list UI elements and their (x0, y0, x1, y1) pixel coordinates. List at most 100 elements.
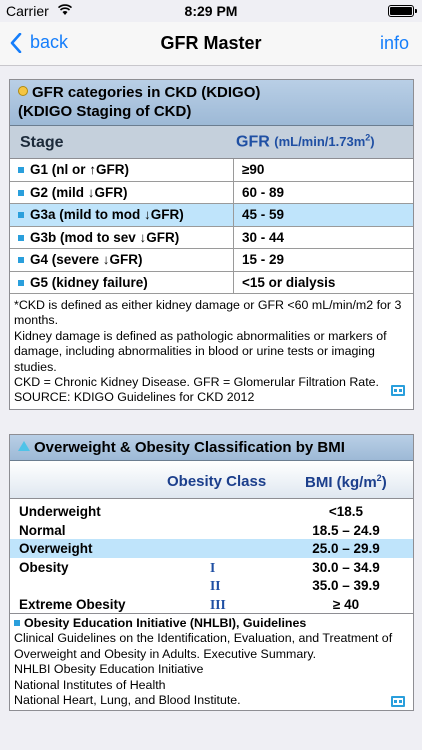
ckd-footnote: *CKD is defined as either kidney damage … (10, 294, 413, 404)
stage-column-label: Stage (20, 134, 64, 151)
gfr-value: 45 - 59 (242, 207, 285, 222)
class-roman: I (210, 559, 216, 575)
obesity-class-column-label: Obesity Class (167, 473, 267, 490)
table-row[interactable]: G3b (mod to sev ↓GFR) 30 - 44 (10, 226, 413, 249)
footnote-line: National Institutes of Health (14, 677, 166, 692)
footnote-heading-text: Obesity Education Initiative (NHLBI), Gu… (24, 616, 307, 630)
chevron-left-icon (10, 32, 22, 53)
bmi-value: 25.0 – 29.9 (312, 541, 380, 556)
page-title: GFR Master (160, 33, 262, 53)
triangle-icon (18, 441, 30, 451)
gfr-value: 15 - 29 (242, 252, 285, 267)
ckd-subtitle: (KDIGO Staging of CKD) (18, 103, 192, 120)
table-row[interactable]: Normal 18.5 – 24.9 (10, 521, 413, 540)
class-label: Overweight (19, 541, 93, 556)
info-button[interactable]: info (379, 33, 409, 53)
table-row[interactable]: G4 (severe ↓GFR) 15 - 29 (10, 249, 413, 272)
bullet-icon (18, 189, 24, 196)
gfr-value: 30 - 44 (242, 229, 285, 245)
stage-cell: G3b (mod to sev ↓GFR) (10, 226, 234, 248)
battery-icon (388, 5, 417, 17)
bmi-label-text: BMI (kg/m (305, 474, 377, 491)
stage-label: G4 (severe ↓GFR) (30, 252, 143, 267)
table-row[interactable]: G5 (kidney failure) <15 or dialysis (10, 271, 413, 294)
class-label: Normal (19, 522, 66, 538)
status-time: 8:29 PM (184, 3, 238, 19)
back-button[interactable]: back (10, 32, 68, 53)
carrier-label: Carrier (6, 3, 49, 19)
class-label: Underweight (19, 504, 101, 519)
bullet-icon (18, 212, 24, 218)
ckd-card-header: GFR categories in CKD (KDIGO) (KDIGO Sta… (10, 80, 413, 126)
gfr-value: ≥90 (242, 162, 265, 177)
wifi-icon (58, 4, 72, 15)
stage-cell: G5 (kidney failure) (10, 271, 234, 293)
bullet-icon (14, 620, 20, 626)
bmi-value: 18.5 – 24.9 (312, 522, 380, 538)
stage-cell: G4 (severe ↓GFR) (10, 249, 234, 271)
table-row[interactable]: Underweight <18.5 (10, 502, 413, 521)
stage-label: G1 (nl or ↑GFR) (30, 162, 129, 177)
bmi-footnote: Obesity Education Initiative (NHLBI), Gu… (10, 614, 413, 712)
expand-icon[interactable] (391, 385, 405, 396)
stage-cell: G2 (mild ↓GFR) (10, 181, 234, 203)
footnote-line: NHLBI Obesity Education Initiative (14, 662, 204, 677)
stage-cell: G1 (nl or ↑GFR) (10, 159, 234, 181)
table-row[interactable]: G2 (mild ↓GFR) 60 - 89 (10, 181, 413, 204)
class-roman: II (210, 578, 221, 593)
back-label: back (30, 32, 69, 52)
table-row[interactable]: Extreme Obesity III ≥ 40 (10, 595, 413, 614)
bmi-title: Overweight & Obesity Classification by B… (34, 439, 345, 456)
stage-label: G3a (mild to mod ↓GFR) (30, 207, 184, 222)
gfr-label: GFR (236, 133, 270, 151)
table-row[interactable]: II 35.0 – 39.9 (10, 576, 413, 595)
bullet-icon (18, 279, 24, 286)
table-row[interactable]: G1 (nl or ↑GFR) ≥90 (10, 159, 413, 182)
stage-cell: G3a (mild to mod ↓GFR) (10, 204, 234, 226)
bmi-value: 35.0 – 39.9 (312, 578, 380, 593)
bmi-value: 30.0 – 34.9 (312, 559, 380, 575)
bmi-classification-card: Overweight & Obesity Classification by B… (9, 434, 414, 711)
bmi-column-label: BMI (kg/m2) (305, 473, 387, 491)
footnote-line: Kidney damage is defined as pathologic a… (14, 328, 387, 374)
footnote-heading: Obesity Education Initiative (NHLBI), Gu… (14, 616, 407, 631)
coin-icon (18, 86, 28, 96)
table-row[interactable]: Overweight 25.0 – 29.9 (10, 539, 413, 558)
ckd-title: GFR categories in CKD (KDIGO) (32, 84, 261, 101)
footnote-line: National Heart, Lung, and Blood Institut… (14, 693, 241, 708)
gfr-unit: (mL/min/1.73m2) (274, 133, 375, 150)
footnote-line: Clinical Guidelines on the Identificatio… (14, 631, 393, 661)
ckd-categories-card: GFR categories in CKD (KDIGO) (KDIGO Sta… (9, 79, 414, 410)
gfr-unit-sup: 2 (365, 133, 371, 143)
ckd-column-header: Stage GFR (mL/min/1.73m2) (10, 126, 413, 159)
gfr-value: 60 - 89 (242, 184, 285, 200)
gfr-unit-text: (mL/min/1.73m (274, 134, 366, 150)
expand-icon[interactable] (391, 696, 405, 707)
stage-label: G3b (mod to sev ↓GFR) (30, 229, 180, 245)
table-row[interactable]: G3a (mild to mod ↓GFR) 45 - 59 (10, 204, 413, 227)
footnote-line: CKD = Chronic Kidney Disease. GFR = Glom… (14, 375, 379, 390)
bullet-icon (18, 234, 24, 241)
gfr-unit-close: ) (370, 134, 375, 150)
bullet-icon (18, 257, 24, 263)
navigation-bar: back GFR Master info (0, 22, 422, 66)
bmi-value: <18.5 (328, 504, 364, 519)
bmi-label-close: ) (381, 474, 387, 491)
table-row[interactable]: Obesity I 30.0 – 34.9 (10, 558, 413, 577)
gfr-value: <15 or dialysis (242, 274, 336, 290)
bullet-icon (18, 167, 24, 173)
footnote-line: *CKD is defined as either kidney damage … (14, 298, 402, 328)
bmi-label-sup: 2 (376, 473, 382, 483)
bmi-table: Underweight <18.5 Normal 18.5 – 24.9 Overw… (10, 499, 413, 614)
footnote-source: SOURCE: KDIGO Guidelines for CKD 2012 (14, 390, 255, 405)
class-label: Obesity (19, 559, 69, 575)
status-bar: Carrier 8:29 PM (0, 0, 422, 22)
bmi-value: ≥ 40 (332, 596, 360, 612)
class-label: Extreme Obesity (19, 596, 126, 612)
bmi-column-header: Obesity Class BMI (kg/m2) (10, 461, 413, 499)
gfr-column-label: GFR (mL/min/1.73m2) (236, 133, 375, 151)
stage-label: G5 (kidney failure) (30, 274, 148, 290)
ckd-table: G1 (nl or ↑GFR) ≥90 G2 (mild ↓GFR) 60 - 89… (10, 159, 413, 294)
bmi-card-header: Overweight & Obesity Classification by B… (10, 435, 413, 461)
stage-label: G2 (mild ↓GFR) (30, 184, 128, 200)
